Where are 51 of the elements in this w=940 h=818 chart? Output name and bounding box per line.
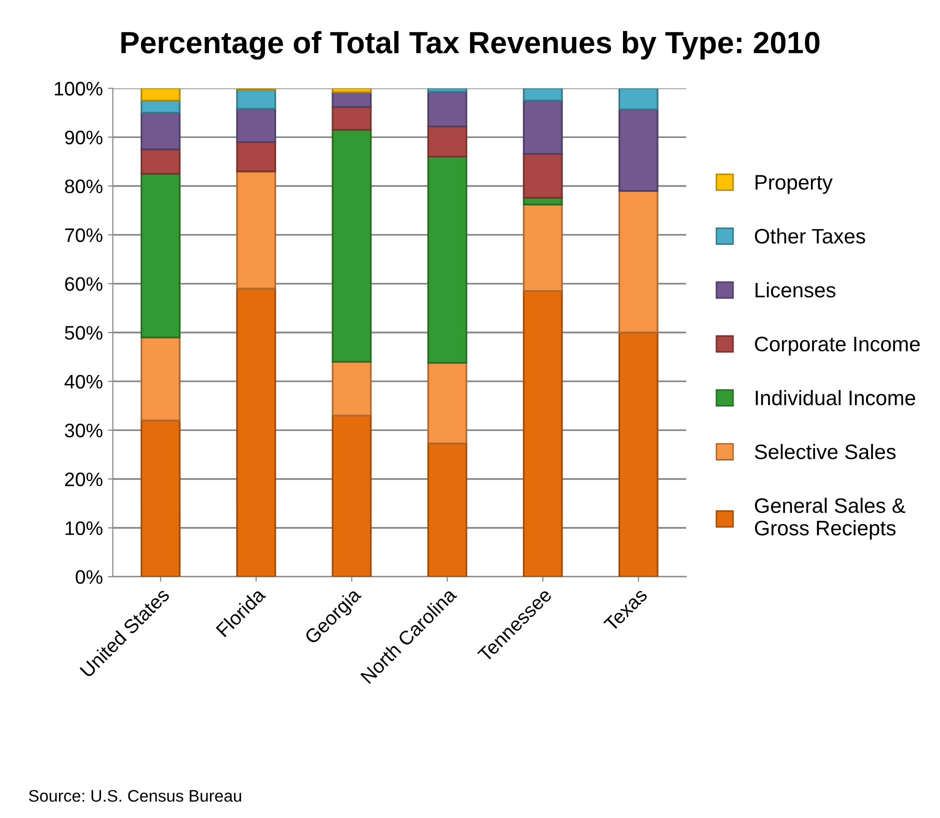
- bar: [522, 290, 563, 577]
- bar: [427, 156, 468, 364]
- legend-label: General Sales & Gross Reciepts: [754, 498, 906, 540]
- legend-label: Corporate Income: [754, 336, 920, 356]
- legend-label: Licenses: [756, 282, 836, 298]
- y-tick-label: 50%: [64, 326, 102, 340]
- bar: [427, 442, 468, 577]
- bar: [236, 170, 276, 290]
- y-tick-label: 0%: [76, 570, 102, 584]
- bar: [236, 288, 276, 577]
- bar: [522, 204, 563, 292]
- bar: [522, 88, 563, 102]
- bar: [236, 88, 276, 110]
- bar: [618, 332, 658, 577]
- y-tick-label: 60%: [65, 277, 102, 291]
- legend-label: Individual Income: [756, 390, 916, 406]
- bar: [618, 108, 658, 192]
- bar: [236, 108, 276, 143]
- bar: [427, 90, 468, 128]
- y-tick-label: 80%: [65, 179, 102, 194]
- y-tick-label: 100%: [54, 82, 102, 96]
- y-tick-label: 90%: [65, 130, 102, 144]
- bar: [140, 112, 181, 150]
- bar: [522, 100, 563, 155]
- y-tick-label: 20%: [65, 472, 102, 486]
- bar: [236, 141, 276, 172]
- bar: [140, 420, 181, 577]
- bar: [427, 362, 468, 444]
- bar: [140, 148, 181, 175]
- chart-title: Percentage of Total Tax Revenues by Type: 2010: [121, 31, 820, 60]
- bar: [618, 190, 658, 334]
- bar: [427, 126, 468, 158]
- bar: [332, 106, 372, 131]
- bar: [332, 360, 372, 416]
- bar: [332, 88, 372, 94]
- legend-label: Other Taxes: [754, 228, 866, 244]
- bar: [332, 129, 372, 363]
- bar: [618, 88, 658, 110]
- y-tick-label: 30%: [64, 424, 102, 438]
- bar: [522, 152, 563, 199]
- y-tick-label: 70%: [65, 228, 102, 242]
- bar: [332, 414, 372, 577]
- bar: [140, 336, 181, 422]
- y-tick-label: 40%: [64, 374, 102, 389]
- bar: [140, 88, 181, 102]
- y-tick-label: 10%: [66, 521, 102, 536]
- bar: [140, 172, 181, 338]
- legend-label: Property: [756, 175, 833, 194]
- source-note: Source: U.S. Census Bureau: [28, 790, 242, 802]
- bar: [427, 88, 468, 93]
- legend-label: Selective Sales: [754, 444, 896, 460]
